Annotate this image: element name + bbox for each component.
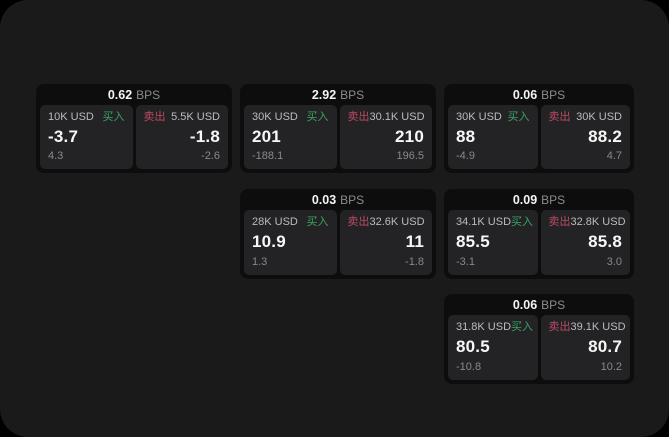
buy-tile[interactable]: 34.1K USD 买入 85.5 -3.1 [448, 210, 538, 275]
buy-label: 买入 [306, 216, 329, 228]
bps-unit: BPS [541, 87, 566, 102]
card-header: 0.03 BPS [244, 189, 432, 210]
sell-price: -1.8 [189, 127, 220, 146]
buy-delta: -10.8 [456, 361, 482, 373]
buy-tile[interactable]: 28K USD 买入 10.9 1.3 [244, 210, 337, 275]
buy-notional: 31.8K USD [456, 321, 512, 333]
buy-notional: 34.1K USD [456, 216, 512, 228]
bps-unit: BPS [340, 87, 365, 102]
buy-label: 买入 [511, 216, 534, 228]
sell-notional: 32.6K USD [369, 216, 425, 228]
buy-notional: 10K USD [48, 111, 94, 123]
sell-notional: 39.1K USD [570, 321, 626, 333]
sell-delta: 4.7 [606, 150, 622, 162]
sell-delta: -2.6 [201, 150, 220, 162]
sell-price: 210 [395, 127, 424, 146]
quote-card: 0.06 BPS 30K USD 买入 88 -4.9 卖出 30K USD 8… [444, 84, 634, 173]
buy-label: 买入 [102, 111, 125, 123]
buy-tile[interactable]: 30K USD 买入 201 -188.1 [244, 105, 337, 169]
card-header: 0.09 BPS [448, 189, 630, 210]
sell-label: 卖出 [548, 321, 571, 333]
sell-notional: 30.1K USD [369, 111, 425, 123]
sell-label: 卖出 [548, 216, 571, 228]
sell-delta: -1.8 [405, 256, 424, 268]
sell-label: 卖出 [347, 216, 370, 228]
sell-price: 85.8 [588, 232, 622, 251]
sell-delta: 196.5 [396, 150, 424, 162]
buy-notional: 30K USD [456, 111, 502, 123]
sell-tile[interactable]: 卖出 32.8K USD 85.8 3.0 [540, 210, 630, 275]
bps-value: 0.06 [512, 87, 538, 102]
buy-label: 买入 [511, 321, 534, 333]
bps-value: 0.03 [311, 192, 337, 207]
quote-card: 0.03 BPS 28K USD 买入 10.9 1.3 卖出 32.6K US… [240, 189, 436, 279]
bps-unit: BPS [541, 297, 566, 312]
bps-value: 0.62 [107, 87, 133, 102]
buy-price: 85.5 [456, 232, 490, 251]
card-header: 2.92 BPS [244, 84, 432, 105]
quote-card: 0.62 BPS 10K USD 买入 -3.7 4.3 卖出 5.5K USD… [36, 84, 232, 173]
card-header: 0.06 BPS [448, 84, 630, 105]
buy-delta: -188.1 [252, 150, 284, 162]
sell-label: 卖出 [143, 111, 166, 123]
bps-unit: BPS [340, 192, 365, 207]
sell-notional: 32.8K USD [570, 216, 626, 228]
bps-unit: BPS [541, 192, 566, 207]
sell-delta: 10.2 [600, 361, 622, 373]
buy-label: 买入 [306, 111, 329, 123]
card-header: 0.06 BPS [448, 294, 630, 315]
buy-price: -3.7 [48, 127, 79, 146]
card-header: 0.62 BPS [40, 84, 228, 105]
quote-card: 0.09 BPS 34.1K USD 买入 85.5 -3.1 卖出 32.8K… [444, 189, 634, 279]
buy-tile[interactable]: 31.8K USD 买入 80.5 -10.8 [448, 315, 538, 380]
buy-delta: 1.3 [252, 256, 268, 268]
sell-notional: 5.5K USD [171, 111, 220, 123]
sell-notional: 30K USD [576, 111, 622, 123]
sell-tile[interactable]: 卖出 5.5K USD -1.8 -2.6 [135, 105, 228, 169]
sell-tile[interactable]: 卖出 30K USD 88.2 4.7 [540, 105, 630, 169]
buy-notional: 28K USD [252, 216, 298, 228]
quote-card: 0.06 BPS 31.8K USD 买入 80.5 -10.8 卖出 39.1… [444, 294, 634, 384]
buy-price: 88 [456, 127, 476, 146]
buy-delta: 4.3 [48, 150, 64, 162]
sell-price: 88.2 [588, 127, 622, 146]
sell-label: 卖出 [548, 111, 571, 123]
bps-value: 0.09 [512, 192, 538, 207]
quote-card: 2.92 BPS 30K USD 买入 201 -188.1 卖出 30.1K … [240, 84, 436, 173]
buy-tile[interactable]: 10K USD 买入 -3.7 4.3 [40, 105, 133, 169]
buy-notional: 30K USD [252, 111, 298, 123]
sell-delta: 3.0 [606, 256, 622, 268]
bps-unit: BPS [136, 87, 161, 102]
sell-price: 80.7 [588, 337, 622, 356]
sell-tile[interactable]: 卖出 30.1K USD 210 196.5 [339, 105, 432, 169]
buy-delta: -3.1 [456, 256, 475, 268]
buy-price: 201 [252, 127, 281, 146]
buy-price: 80.5 [456, 337, 490, 356]
buy-price: 10.9 [252, 232, 286, 251]
bps-value: 2.92 [311, 87, 337, 102]
sell-tile[interactable]: 卖出 39.1K USD 80.7 10.2 [540, 315, 630, 380]
buy-delta: -4.9 [456, 150, 475, 162]
sell-label: 卖出 [347, 111, 370, 123]
bps-value: 0.06 [512, 297, 538, 312]
buy-tile[interactable]: 30K USD 买入 88 -4.9 [448, 105, 538, 169]
buy-label: 买入 [507, 111, 530, 123]
sell-tile[interactable]: 卖出 32.6K USD 11 -1.8 [339, 210, 432, 275]
sell-price: 11 [405, 232, 424, 251]
